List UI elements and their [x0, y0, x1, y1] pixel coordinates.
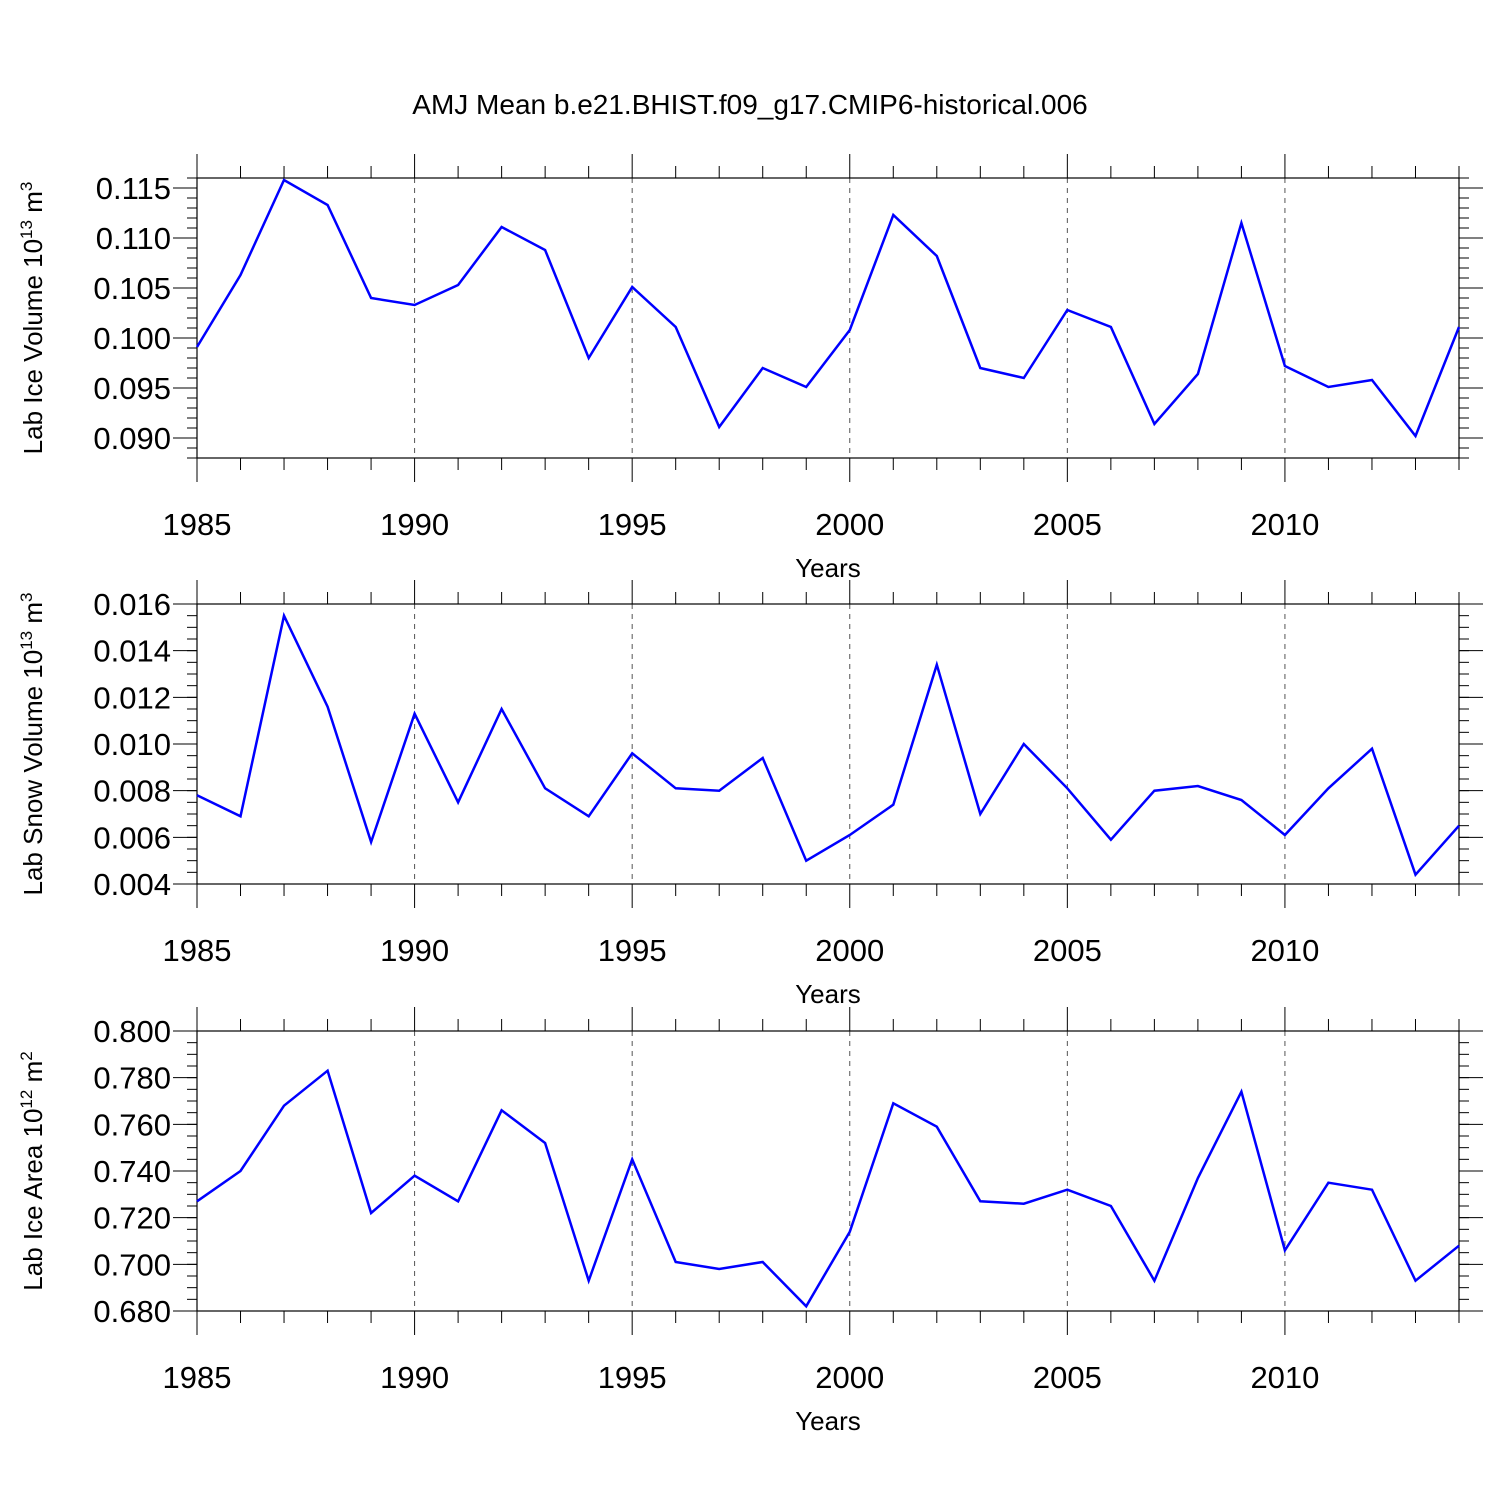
y-tick-label: 0.720 — [93, 1201, 171, 1236]
chart-title: AMJ Mean b.e21.BHIST.f09_g17.CMIP6-histo… — [412, 89, 1087, 120]
y-tick-label: 0.780 — [93, 1061, 171, 1096]
y-tick-label: 0.760 — [93, 1107, 171, 1142]
y-tick-label: 0.115 — [96, 171, 171, 206]
y-label-unit: m — [18, 191, 48, 220]
y-tick-label: 0.008 — [93, 774, 171, 809]
y-label-text: Lab Snow Volume 10 — [18, 650, 48, 896]
x-tick-label: 2005 — [1033, 1360, 1102, 1395]
x-tick-label: 1985 — [163, 507, 232, 542]
x-axis-label: Years — [795, 1406, 861, 1436]
y-label-text: Lab Ice Volume 10 — [18, 239, 48, 454]
y-label-exponent: 13 — [17, 631, 36, 650]
y-label-unit-exponent: 3 — [17, 592, 36, 601]
y-axis-label: Lab Ice Volume 1013 m3 — [17, 182, 48, 455]
x-tick-label: 2005 — [1033, 933, 1102, 968]
x-tick-label: 2010 — [1250, 1360, 1319, 1395]
x-tick-label: 2000 — [815, 507, 884, 542]
chart-panel-2: 0.004 0.006 0.008 0.010 0.012 0.014 0.016 1985 1… — [17, 580, 1483, 1009]
x-tick-label: 2010 — [1250, 933, 1319, 968]
y-tick-label: 0.004 — [93, 867, 171, 902]
y-tick-label: 0.105 — [93, 271, 171, 306]
x-tick-label: 2010 — [1250, 507, 1319, 542]
y-tick-label: 0.095 — [93, 371, 171, 406]
y-label-unit: m — [18, 1061, 48, 1090]
x-tick-label: 2000 — [815, 933, 884, 968]
y-label-unit: m — [18, 602, 48, 631]
series-line — [195, 178, 1461, 439]
series-line — [196, 611, 1460, 878]
x-axis-label: Years — [795, 553, 861, 583]
y-label-exponent: 12 — [17, 1090, 36, 1109]
y-tick-label: 0.800 — [93, 1014, 171, 1049]
chart-panel-1: 0.090 0.095 0.100 0.105 0.110 0.115 1985 1990 19… — [17, 154, 1483, 583]
x-axis-label: Years — [795, 979, 861, 1009]
x-tick-label: 2000 — [815, 1360, 884, 1395]
y-tick-label: 0.740 — [93, 1154, 171, 1189]
x-tick-label: 1995 — [598, 507, 667, 542]
y-tick-label: 0.012 — [93, 680, 171, 715]
y-axis-label: Lab Ice Area 1012 m2 — [17, 1051, 48, 1290]
x-tick-label: 1995 — [598, 1360, 667, 1395]
x-tick-label: 1990 — [380, 1360, 449, 1395]
y-label-exponent: 13 — [17, 220, 36, 239]
y-label-text: Lab Ice Area 10 — [18, 1109, 48, 1291]
series-line — [196, 1068, 1460, 1309]
x-tick-label: 2005 — [1033, 507, 1102, 542]
y-label-unit-exponent: 3 — [17, 182, 36, 191]
y-tick-label: 0.110 — [96, 221, 171, 256]
y-tick-label: 0.090 — [93, 421, 171, 456]
y-tick-label: 0.006 — [93, 820, 171, 855]
y-tick-label: 0.010 — [93, 727, 171, 762]
y-tick-label: 0.700 — [93, 1247, 171, 1282]
y-tick-label: 0.016 — [93, 587, 171, 622]
x-tick-label: 1995 — [598, 933, 667, 968]
y-label-unit-exponent: 2 — [17, 1051, 36, 1060]
y-tick-label: 0.100 — [93, 321, 171, 356]
chart-panel-3: 0.680 0.700 0.720 0.740 0.760 0.780 0.800 1985 1… — [17, 1007, 1483, 1436]
x-tick-label: 1985 — [163, 933, 232, 968]
y-tick-label: 0.014 — [93, 634, 171, 669]
x-tick-label: 1990 — [380, 507, 449, 542]
y-tick-label: 0.680 — [93, 1294, 171, 1329]
x-tick-label: 1990 — [380, 933, 449, 968]
plot-frame — [196, 603, 1460, 885]
x-tick-label: 1985 — [163, 1360, 232, 1395]
y-axis-label: Lab Snow Volume 1013 m3 — [17, 592, 48, 895]
